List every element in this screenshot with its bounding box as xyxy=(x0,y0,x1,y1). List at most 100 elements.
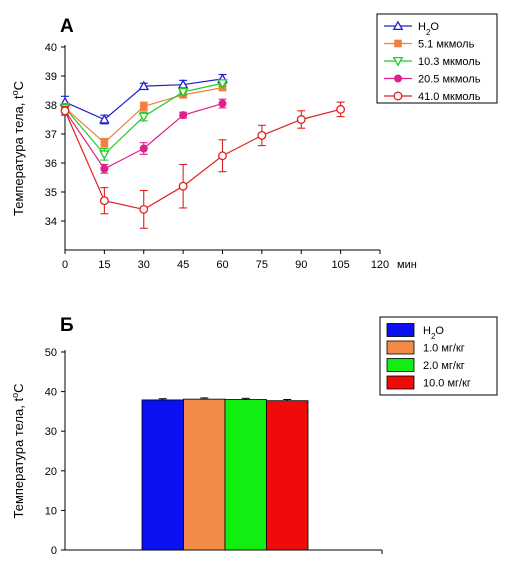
y-tick-label: 34 xyxy=(45,216,57,228)
y-tick-label: 39 xyxy=(45,71,57,83)
y-label-degree: o xyxy=(10,393,20,398)
bar-group xyxy=(224,397,267,551)
y-label-unit: C xyxy=(11,383,26,392)
data-point xyxy=(138,80,150,91)
bar xyxy=(183,398,226,551)
legend-label-sub: 2 xyxy=(426,28,431,37)
legend-label-tail: O xyxy=(430,21,439,33)
panel-a-x-unit-label: мин xyxy=(397,259,417,271)
data-point xyxy=(99,196,109,206)
y-tick-label: 30 xyxy=(45,426,57,438)
panel-b-bar-chart: Б H2O 1.0 мг/кг 2.0 мг/кг 10.0 мг/кг 0 10 20 3… xyxy=(10,315,498,557)
legend-marker xyxy=(393,91,403,101)
y-tick-label: 10 xyxy=(45,505,57,517)
data-point xyxy=(60,106,70,116)
data-point xyxy=(177,87,189,98)
data-point xyxy=(138,112,150,123)
y-label-text: Температура тела, t xyxy=(11,95,26,216)
legend-swatch xyxy=(386,375,415,390)
data-point xyxy=(139,102,148,111)
legend-item: 1.0 мг/кг xyxy=(386,340,465,355)
legend-item: H2O xyxy=(384,20,439,37)
x-tick-label: 75 xyxy=(256,259,268,271)
panel-b-y-axis-label: Температура тела, toC xyxy=(10,383,26,518)
legend-label: 20.5 мкмоль xyxy=(418,74,481,86)
legend-item: 41.0 мкмоль xyxy=(384,91,481,103)
x-tick-label: 15 xyxy=(98,259,110,271)
series-line xyxy=(64,108,341,211)
y-label-degree: o xyxy=(10,90,20,95)
legend-marker xyxy=(392,20,404,31)
bar-group xyxy=(266,399,309,551)
panel-a-letter: А xyxy=(60,16,74,37)
x-tick-label: 90 xyxy=(295,259,307,271)
legend-label: 41.0 мкмоль xyxy=(418,91,481,103)
legend-label: H2O xyxy=(418,21,439,37)
y-tick-label: 38 xyxy=(45,100,57,112)
data-point xyxy=(217,79,228,89)
bar xyxy=(266,400,309,551)
data-point xyxy=(218,99,227,108)
y-tick-label: 36 xyxy=(45,158,57,170)
panel-a-legend: H2O 5.1 мкмоль 10.3 мкмоль 20.5 мкмоль 41.0 … xyxy=(376,13,498,104)
y-label-unit: C xyxy=(11,81,26,90)
bar xyxy=(141,399,184,551)
legend-label: H2O xyxy=(423,325,444,341)
data-point xyxy=(179,111,188,120)
data-point xyxy=(178,181,188,191)
y-tick-label: 50 xyxy=(45,347,57,359)
legend-item: 10.0 мг/кг xyxy=(386,375,471,390)
panel-a-axes: 34 35 36 37 38 39 40 0 15 30 45 60 75 90 105 120 xyxy=(45,42,389,271)
legend-item: 5.1 мкмоль xyxy=(384,39,475,51)
legend-label: 1.0 мг/кг xyxy=(423,343,465,355)
x-tick-label: 30 xyxy=(138,259,150,271)
panel-b-axes: 0 10 20 30 40 50 xyxy=(45,347,383,557)
legend-label: 5.1 мкмоль xyxy=(418,39,475,51)
panel-b-bars xyxy=(141,397,309,551)
legend-label-main: H xyxy=(418,21,426,33)
legend-item: H2O xyxy=(386,323,444,341)
x-tick-label: 105 xyxy=(331,259,349,271)
data-point xyxy=(100,138,109,147)
panel-a-series xyxy=(59,73,346,229)
legend-label-tail: O xyxy=(435,325,444,337)
bar xyxy=(224,399,267,551)
bar-group xyxy=(183,397,226,551)
legend-label-main: H xyxy=(423,325,431,337)
y-tick-label: 40 xyxy=(45,387,57,399)
panel-b-legend: H2O 1.0 мг/кг 2.0 мг/кг 10.0 мг/кг xyxy=(379,316,498,396)
x-tick-label: 0 xyxy=(62,259,68,271)
data-point xyxy=(296,115,306,124)
panel-a-line-chart: А H2O 5.1 мкмоль 10.3 мкмоль 20.5 мкмоль 41.… xyxy=(10,13,498,271)
y-label-text: Температура тела, t xyxy=(11,398,26,519)
series-5 xyxy=(60,101,346,229)
legend-marker xyxy=(392,56,404,67)
panel-b-letter: Б xyxy=(60,315,74,336)
y-tick-label: 20 xyxy=(45,466,57,478)
legend-label: 10.0 мг/кг xyxy=(423,378,471,390)
legend-label: 2.0 мг/кг xyxy=(423,360,465,372)
data-point xyxy=(99,113,110,124)
legend-swatch xyxy=(386,323,415,337)
legend-item: 20.5 мкмоль xyxy=(384,74,481,86)
data-point xyxy=(99,150,110,160)
data-point xyxy=(257,130,267,140)
legend-marker xyxy=(394,39,402,48)
data-point xyxy=(139,144,148,153)
legend-marker xyxy=(394,74,402,83)
data-point xyxy=(218,151,227,161)
panel-a-y-axis-label: Температура тела, toC xyxy=(10,81,26,216)
y-tick-label: 40 xyxy=(45,42,57,54)
x-tick-label: 60 xyxy=(216,259,228,271)
legend-swatch xyxy=(386,340,415,355)
data-point xyxy=(139,204,149,214)
bar-group xyxy=(141,398,184,551)
x-tick-label: 45 xyxy=(177,259,189,271)
legend-item: 2.0 мг/кг xyxy=(386,358,465,372)
data-point xyxy=(100,164,109,173)
legend-label-sub: 2 xyxy=(431,332,436,341)
data-point xyxy=(336,104,346,114)
legend-item: 10.3 мкмоль xyxy=(384,56,481,68)
y-tick-label: 35 xyxy=(45,187,57,199)
